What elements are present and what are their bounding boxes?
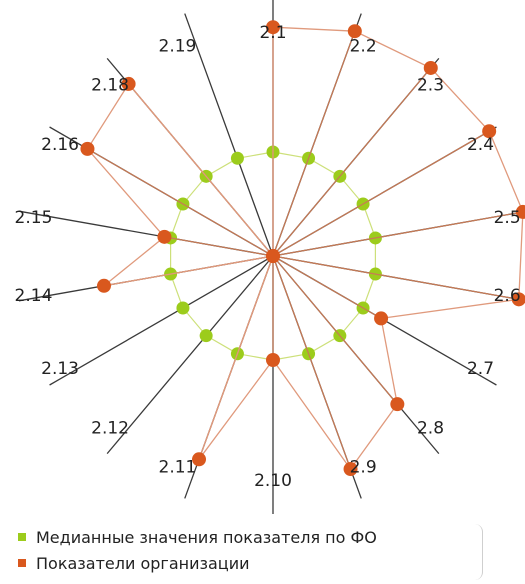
radar-chart: 2.1 2.2 2.3 2.4 2.5 2.6 2.7 2.8 2.9 2.10 2.11 2.12 2… xyxy=(15,0,525,514)
axis-label-2.9: 2.9 xyxy=(350,457,377,477)
organization-radial-2.16 xyxy=(87,148,274,257)
organization-radial-2.15 xyxy=(164,236,274,257)
legend-swatch-median xyxy=(18,533,26,541)
axis-label-2.4: 2.4 xyxy=(467,135,494,155)
organization-radial-2.2 xyxy=(272,31,356,257)
legend-swatch-organization xyxy=(18,559,26,567)
organization-point-2.1 xyxy=(266,20,280,35)
organization-point-2.6 xyxy=(511,292,525,307)
axis-label-2.5: 2.5 xyxy=(494,208,521,228)
axis-labels: 2.1 2.2 2.3 2.4 2.5 2.6 2.7 2.8 2.9 2.10 2.11 2.12 2… xyxy=(15,23,521,491)
organization-radial-2.5 xyxy=(272,211,524,257)
organization-point-2.15 xyxy=(157,229,172,244)
legend-item-organization: Показатели организации xyxy=(12,550,482,576)
organization-point-2.19 xyxy=(266,249,280,263)
organization-outline xyxy=(86,26,524,471)
organization-radial-2.4 xyxy=(272,130,490,257)
organization-point-2.7 xyxy=(374,311,389,326)
organization-point-2.18 xyxy=(121,76,136,91)
organization-point-2.9 xyxy=(343,462,358,477)
axis-label-2.16: 2.16 xyxy=(41,135,79,155)
axis-label-2.10: 2.10 xyxy=(254,471,292,491)
organization-point-2.4 xyxy=(482,124,497,139)
axis-label-2.11: 2.11 xyxy=(159,457,197,477)
organization-series xyxy=(80,20,525,477)
organization-radial-2.6 xyxy=(272,255,519,300)
axis-label-2.15: 2.15 xyxy=(15,208,53,228)
organization-point-2.16 xyxy=(80,141,95,156)
axis-label-2.1: 2.1 xyxy=(259,23,286,43)
organization-radial-2.8 xyxy=(272,255,398,405)
axis-spoke-2.12 xyxy=(106,255,274,455)
organization-radial-2.9 xyxy=(272,255,352,470)
organization-point-2.8 xyxy=(390,397,405,412)
axis-label-2.7: 2.7 xyxy=(467,359,494,379)
axis-label-2.19: 2.19 xyxy=(159,37,197,57)
organization-point-2.2 xyxy=(347,24,362,39)
organization-point-2.5 xyxy=(515,204,525,219)
organization-point-2.14 xyxy=(97,278,112,293)
median-point-2.19 xyxy=(230,151,244,165)
median-point-2.13 xyxy=(176,301,190,315)
axis-spoke-2.19 xyxy=(184,13,274,257)
axis-spoke-2.13 xyxy=(49,255,274,386)
organization-point-2.11 xyxy=(192,452,207,467)
legend-label-median: Медианные значения показателя по ФО xyxy=(36,527,377,547)
axis-label-2.2: 2.2 xyxy=(350,37,377,57)
organization-point-2.3 xyxy=(423,60,438,75)
legend: Медианные значения показателя по ФО Пока… xyxy=(12,524,483,580)
axis-label-2.8: 2.8 xyxy=(417,419,444,439)
axis-label-2.13: 2.13 xyxy=(41,359,79,379)
legend-item-median: Медианные значения показателя по ФО xyxy=(12,524,482,550)
axis-label-2.6: 2.6 xyxy=(494,286,521,306)
organization-radial-2.7 xyxy=(272,255,382,319)
legend-label-organization: Показатели организации xyxy=(36,553,250,573)
axis-label-2.18: 2.18 xyxy=(91,75,129,95)
axis-label-2.14: 2.14 xyxy=(15,286,53,306)
median-point-2.12 xyxy=(199,329,213,343)
organization-point-2.10 xyxy=(266,353,280,367)
organization-radial-2.3 xyxy=(272,67,432,257)
axis-label-2.3: 2.3 xyxy=(417,75,444,95)
axis-label-2.12: 2.12 xyxy=(91,419,129,439)
